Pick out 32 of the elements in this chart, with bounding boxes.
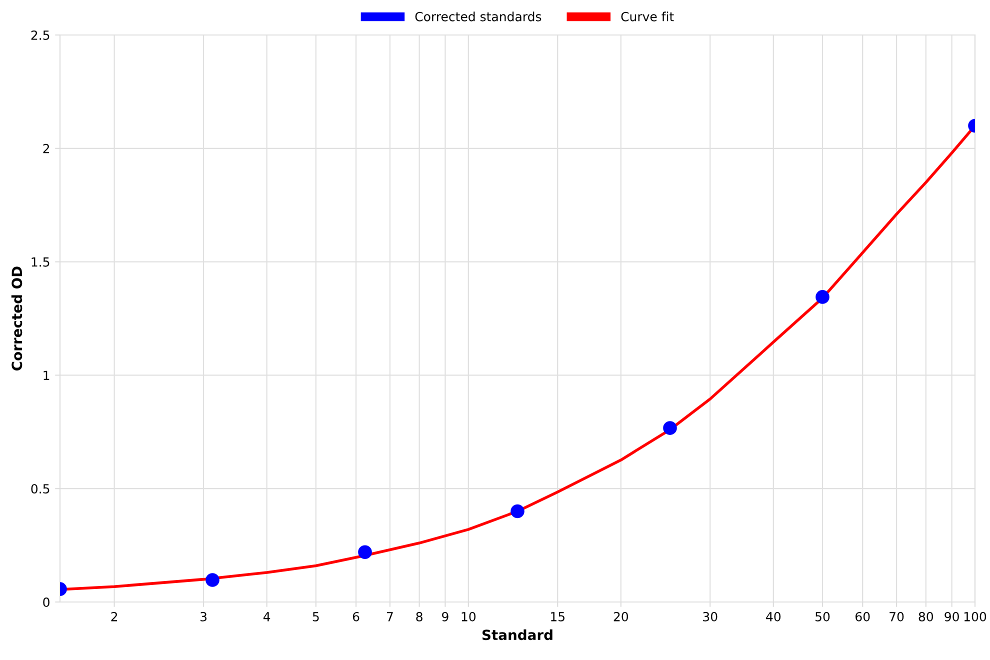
x-tick-label: 4 <box>263 612 270 622</box>
x-tick-label: 7 <box>386 612 393 622</box>
x-tick-label: 90 <box>944 612 959 622</box>
x-tick-label: 80 <box>918 612 934 622</box>
y-tick-label: 1.5 <box>32 257 50 267</box>
x-tick-label: 8 <box>416 612 422 622</box>
y-tick-label: 2.5 <box>31 30 50 40</box>
x-tick-label: 6 <box>352 612 360 622</box>
y-tick-label: 0.5 <box>31 484 50 494</box>
x-tick-label: 9 <box>442 612 448 622</box>
x-tick-label: 60 <box>856 612 870 622</box>
x-tick-label: 5 <box>312 612 319 622</box>
point <box>510 504 524 518</box>
x-tick-label: 30 <box>703 612 718 622</box>
x-tick-label: 15 <box>551 612 564 622</box>
y-tick-label: 1 <box>44 370 50 380</box>
x-tick-label: 40 <box>766 612 781 622</box>
x-tick-label: 20 <box>614 612 628 622</box>
x-tick-label: 50 <box>816 612 830 622</box>
point <box>663 421 677 435</box>
point <box>358 545 372 560</box>
legend-label: Corrected standards <box>415 12 542 22</box>
legend-label: Curve fit <box>621 12 674 22</box>
y-tick-label: 2 <box>43 144 50 154</box>
x-tick-label: 3 <box>200 612 206 622</box>
y-axis-title: Corrected OD <box>11 266 22 370</box>
x-tick-label: 100 <box>964 612 986 622</box>
x-axis-title: Standard <box>482 629 552 640</box>
x-tick-label: 70 <box>890 612 904 622</box>
x-tick-label: 2 <box>111 612 118 622</box>
x-tick-label: 10 <box>462 612 476 622</box>
y-tick-label: 0 <box>43 597 50 607</box>
